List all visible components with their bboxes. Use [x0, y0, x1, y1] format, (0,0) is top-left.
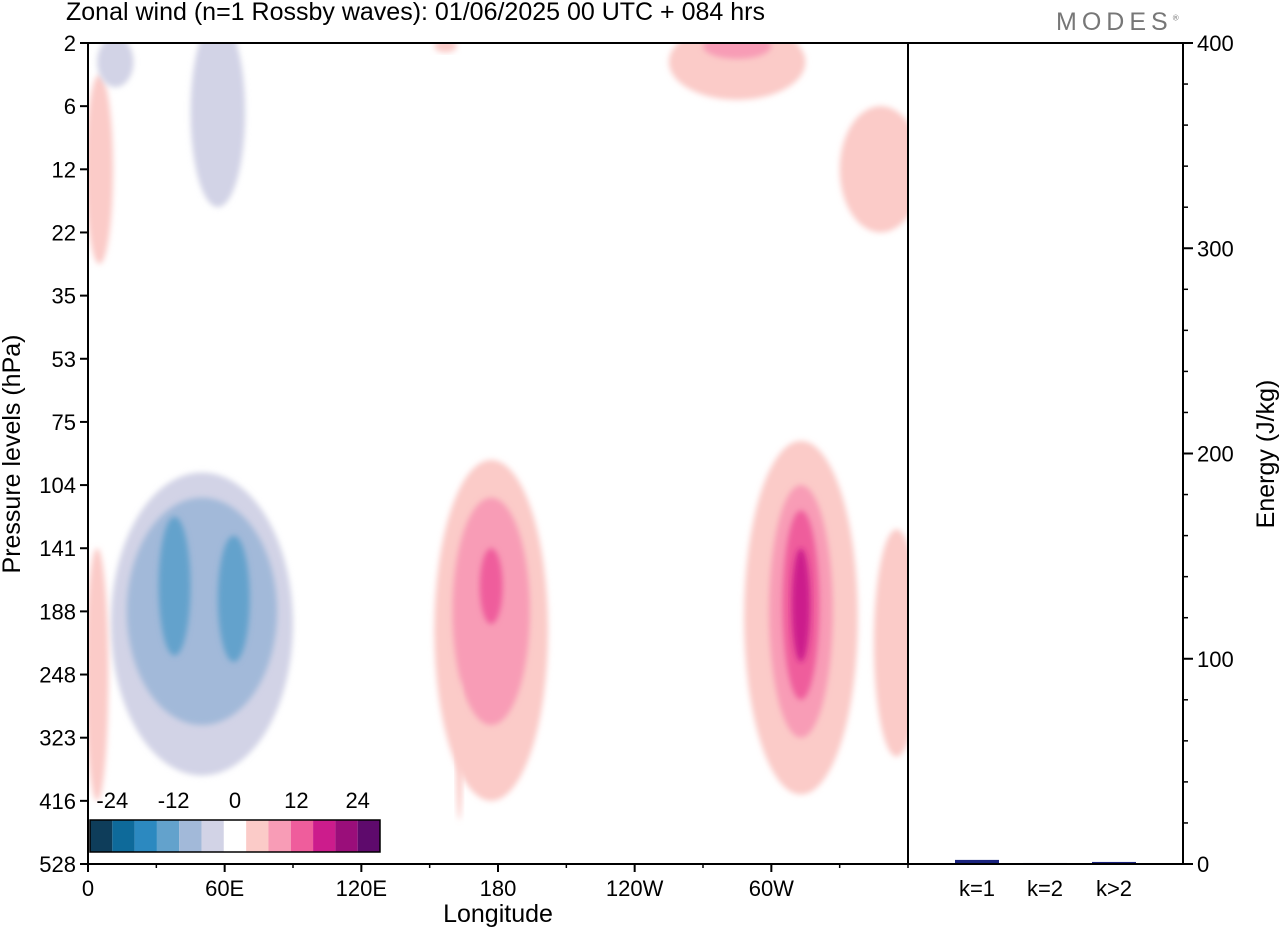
energy-bar-k>2 [1092, 861, 1136, 864]
y-tick-label: 6 [64, 94, 76, 119]
energy-tick-label: 200 [1197, 442, 1234, 467]
y-tick-label: 2 [64, 31, 76, 56]
colorbar-swatch [134, 820, 157, 852]
colorbar-swatch [179, 820, 202, 852]
colorbar-label: 0 [229, 788, 241, 813]
y-tick-label: 416 [39, 789, 76, 814]
x-tick-label: 0 [82, 876, 94, 901]
colorbar-label: 24 [345, 788, 369, 813]
y-tick-label: 528 [39, 852, 76, 877]
colorbar-swatch [223, 820, 247, 852]
colorbar-label: -24 [96, 788, 128, 813]
contour-field [88, 43, 908, 820]
energy-tick-label: 0 [1197, 852, 1209, 877]
colorbar-swatch [201, 820, 224, 852]
energy-tick-label: 400 [1197, 31, 1234, 56]
contour-region-18 [839, 106, 908, 233]
colorbar-swatch [268, 820, 291, 852]
x-tick-label: 60E [205, 876, 244, 901]
y-tick-label: 104 [39, 473, 76, 498]
y-tick-label: 75 [52, 410, 76, 435]
contour-region-15 [88, 74, 114, 265]
y-tick-label: 141 [39, 536, 76, 561]
contour-region-2 [158, 516, 191, 656]
energy-tick-label: 300 [1197, 236, 1234, 261]
colorbar-swatch [313, 820, 336, 852]
contour-region-16 [668, 43, 806, 100]
y-tick-label: 53 [52, 347, 76, 372]
colorbar-swatch [112, 820, 135, 852]
contour-region-17 [703, 43, 772, 59]
y-tick-label: 248 [39, 663, 76, 688]
contour-region-1 [126, 497, 278, 726]
contour-region-3 [217, 535, 250, 662]
x-tick-label: 60W [749, 876, 794, 901]
contour-region-10 [791, 548, 811, 662]
x-axis-label: Longitude [443, 900, 553, 928]
colorbar-swatch [335, 820, 358, 852]
contour-region-11 [873, 529, 908, 757]
y-tick-label: 188 [39, 599, 76, 624]
colorbar-swatch [357, 820, 380, 852]
contour-region-13 [455, 680, 463, 820]
contour-region-12 [88, 548, 109, 801]
energy-bars: k=1 k=2 k>2 [955, 859, 1136, 901]
energy-bar-k=1 [955, 859, 999, 864]
colorbar-swatch [246, 820, 269, 852]
energy-tick-label: 100 [1197, 647, 1234, 672]
y-tick-label: 323 [39, 726, 76, 751]
y-tick-label: 35 [52, 284, 76, 309]
contour-region-6 [479, 548, 503, 625]
colorbar-label: 12 [284, 788, 308, 813]
colorbar-swatch [90, 820, 113, 852]
colorbar-label: -12 [158, 788, 190, 813]
colorbar: -24 -12 0 12 24 [89, 788, 381, 853]
energy-axis-label: Energy (J/kg) [1252, 380, 1280, 529]
modes-logo: MODES® [1056, 8, 1179, 36]
energy-category-label: k=2 [1027, 876, 1063, 901]
y-tick-label: 12 [52, 157, 76, 182]
energy-category-label: k=1 [959, 876, 995, 901]
x-tick-label: 120E [336, 876, 387, 901]
y-axis-label: Pressure levels (hPa) [0, 335, 26, 574]
x-tick-label: 120W [606, 876, 664, 901]
x-tick-label: 180 [480, 876, 517, 901]
y-tick-label: 22 [52, 220, 76, 245]
contour-region-14 [190, 43, 246, 208]
energy-category-label: k>2 [1096, 876, 1132, 901]
colorbar-swatch [290, 820, 314, 852]
colorbar-swatch [156, 820, 180, 852]
chart-title: Zonal wind (n=1 Rossby waves): 01/06/202… [66, 0, 765, 26]
contour-region-19 [97, 43, 134, 88]
energy-plot-frame [907, 42, 1184, 865]
contour-region-20 [434, 43, 457, 53]
